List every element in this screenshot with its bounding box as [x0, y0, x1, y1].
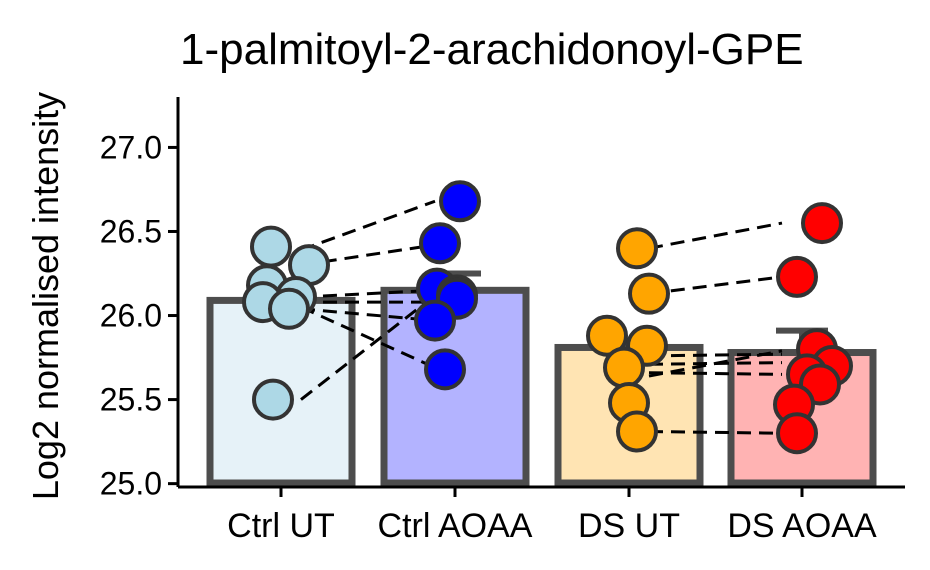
- x-tick-label-2: DS UT: [578, 507, 680, 545]
- data-point-2-1: [628, 272, 670, 315]
- data-point-0-0: [250, 225, 292, 268]
- pair-line-5: [300, 305, 436, 370]
- x-tick-label-1: Ctrl AOAA: [378, 507, 533, 545]
- y-tick-label-0: 25.0: [100, 466, 162, 502]
- data-point-1-1: [419, 222, 461, 265]
- bars: [206, 286, 877, 487]
- y-tick-label-4: 27.0: [100, 129, 162, 165]
- data-point-1-5: [414, 299, 456, 342]
- y-tick-label-3: 26.5: [100, 213, 162, 249]
- data-point-1-0: [439, 180, 481, 223]
- pair-line-2: [300, 288, 436, 299]
- pair-line-8: [648, 275, 783, 296]
- data-point-1-6: [424, 348, 466, 391]
- pair-line-13: [648, 430, 783, 435]
- x-axis-ticks: Ctrl UT Ctrl AOAA DS UT DS AOAA: [227, 487, 877, 545]
- y-axis-title: Log2 normalised intensity: [25, 92, 66, 500]
- data-point-0-6: [252, 378, 294, 421]
- data-point-0-5: [268, 287, 310, 330]
- pair-line-4: [300, 307, 436, 323]
- bar-0: [206, 296, 356, 487]
- data-point-2-6: [616, 410, 658, 453]
- paired-lines: [300, 199, 783, 435]
- y-tick-label-2: 26.0: [100, 298, 162, 334]
- chart-title: 1-palmitoyl-2-arachidonoyl-GPE: [180, 25, 804, 74]
- pair-line-12: [648, 349, 783, 378]
- x-tick-label-3: DS AOAA: [727, 507, 877, 545]
- data-point-3-0: [801, 202, 843, 245]
- pair-line-7: [648, 221, 783, 250]
- y-axis-ticks: 25.0 25.5 26.0 26.5 27.0: [100, 129, 178, 502]
- data-point-2-4: [603, 346, 645, 389]
- pair-line-6: [300, 294, 436, 401]
- data-point-3-1: [776, 255, 818, 298]
- y-tick-label-1: 25.5: [100, 382, 162, 418]
- data-points: [242, 180, 853, 455]
- data-point-2-0: [616, 227, 658, 270]
- x-tick-label-0: Ctrl UT: [227, 507, 335, 545]
- data-point-3-7: [776, 412, 818, 455]
- pair-line-0: [300, 199, 436, 252]
- data-point-2-2: [586, 314, 628, 357]
